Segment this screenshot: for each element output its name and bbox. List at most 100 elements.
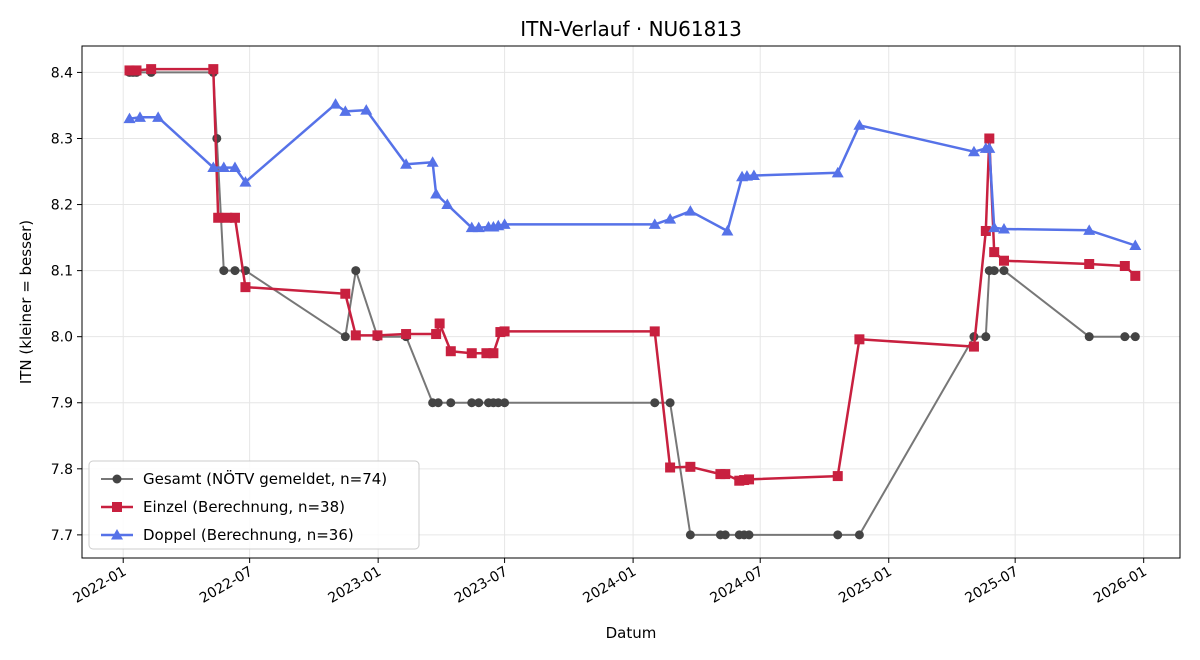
series-layer	[123, 64, 1142, 540]
data-point-einzel	[208, 64, 219, 75]
data-point-doppel	[329, 98, 342, 109]
data-point-doppel	[498, 218, 511, 229]
y-tick-label: 7.8	[51, 462, 73, 478]
y-tick-label: 8.0	[51, 330, 73, 346]
data-point-doppel	[831, 166, 844, 178]
data-point-einzel	[124, 65, 135, 76]
data-point-gesamt	[999, 266, 1009, 276]
y-tick-label: 8.4	[51, 65, 73, 81]
data-point-einzel	[832, 471, 843, 482]
data-point-einzel	[665, 462, 676, 473]
data-point-doppel	[430, 187, 443, 199]
legend-box	[88, 460, 420, 550]
data-point-gesamt	[493, 398, 503, 408]
data-point-gesamt	[720, 530, 730, 540]
data-point-einzel	[499, 326, 510, 337]
series-doppel	[123, 98, 1142, 251]
data-point-doppel	[472, 221, 485, 233]
data-point-doppel	[360, 104, 373, 115]
y-tick-label: 8.2	[51, 198, 73, 214]
data-point-einzel	[744, 474, 755, 485]
data-point-doppel	[217, 161, 230, 173]
legend-label-doppel: Doppel (Berechnung, n=36)	[143, 526, 354, 544]
data-point-gesamt	[665, 398, 675, 408]
data-point-gesamt	[744, 530, 754, 540]
data-point-doppel	[684, 205, 697, 216]
legend-marker-gesamt	[112, 474, 122, 484]
data-point-gesamt	[981, 332, 991, 342]
legend-label-gesamt: Gesamt (NÖTV gemeldet, n=74)	[143, 469, 387, 488]
data-point-einzel	[968, 341, 979, 352]
data-point-einzel	[989, 247, 1000, 258]
data-point-einzel	[466, 348, 477, 359]
data-point-einzel	[372, 330, 383, 341]
data-point-einzel	[350, 330, 361, 341]
y-tick-label: 7.7	[51, 528, 73, 544]
legend-marker-einzel	[112, 502, 122, 512]
data-point-gesamt	[219, 266, 229, 276]
data-point-einzel	[229, 212, 240, 223]
data-point-doppel	[721, 224, 734, 236]
data-point-einzel	[488, 348, 499, 359]
data-point-gesamt	[433, 398, 443, 408]
plot-frame	[81, 45, 1181, 559]
data-point-gesamt	[467, 398, 477, 408]
data-point-doppel	[239, 176, 252, 187]
data-point-doppel	[133, 111, 146, 122]
data-point-gesamt	[230, 266, 240, 276]
data-point-einzel	[685, 461, 696, 472]
y-tick-label: 8.3	[51, 131, 73, 147]
legend: Gesamt (NÖTV gemeldet, n=74) Einzel (Bere…	[88, 460, 420, 550]
data-point-doppel	[207, 161, 220, 173]
legend-marker-doppel	[111, 529, 123, 540]
data-point-einzel	[240, 282, 251, 293]
data-point-gesamt	[500, 398, 510, 408]
data-point-gesamt	[1120, 332, 1130, 342]
x-axis-title: Datum	[606, 624, 657, 642]
data-point-einzel	[213, 212, 224, 223]
data-point-einzel	[998, 255, 1009, 266]
data-point-doppel	[967, 145, 980, 157]
data-point-doppel	[664, 213, 677, 224]
data-point-doppel	[648, 218, 661, 229]
data-point-doppel	[400, 158, 413, 169]
data-point-doppel	[123, 112, 136, 124]
data-point-einzel	[401, 329, 412, 340]
y-axis-title: ITN (kleiner = besser)	[17, 220, 35, 384]
data-point-doppel	[441, 198, 454, 210]
data-point-einzel	[434, 318, 445, 329]
data-point-einzel	[431, 329, 442, 340]
data-point-doppel	[152, 111, 165, 122]
data-point-gesamt	[1130, 332, 1140, 342]
data-point-gesamt	[446, 398, 456, 408]
chart-title: ITN-Verlauf · NU61813	[520, 17, 742, 41]
data-point-einzel	[481, 348, 492, 359]
data-point-gesamt	[833, 530, 843, 540]
data-point-doppel	[853, 119, 866, 130]
data-point-einzel	[1119, 260, 1130, 271]
data-point-einzel	[146, 64, 157, 75]
data-point-gesamt	[685, 530, 695, 540]
data-point-einzel	[984, 133, 995, 144]
data-point-einzel	[1130, 270, 1141, 281]
data-point-doppel	[1129, 239, 1142, 251]
data-point-doppel	[1083, 224, 1096, 235]
data-point-gesamt	[474, 398, 484, 408]
data-point-einzel	[222, 212, 233, 223]
data-point-doppel	[339, 105, 352, 116]
data-point-gesamt	[650, 398, 660, 408]
data-point-einzel	[1084, 259, 1095, 270]
data-point-einzel	[131, 65, 142, 76]
data-point-gesamt	[989, 266, 999, 276]
data-point-doppel	[997, 222, 1010, 234]
data-point-einzel	[854, 334, 865, 345]
data-point-einzel	[649, 326, 660, 337]
data-point-doppel	[983, 142, 996, 153]
legend-item-gesamt: Gesamt (NÖTV gemeldet, n=74)	[101, 469, 387, 488]
data-point-doppel	[988, 221, 1001, 233]
data-point-gesamt	[854, 530, 864, 540]
data-point-einzel	[720, 469, 731, 480]
data-point-einzel	[445, 346, 456, 357]
